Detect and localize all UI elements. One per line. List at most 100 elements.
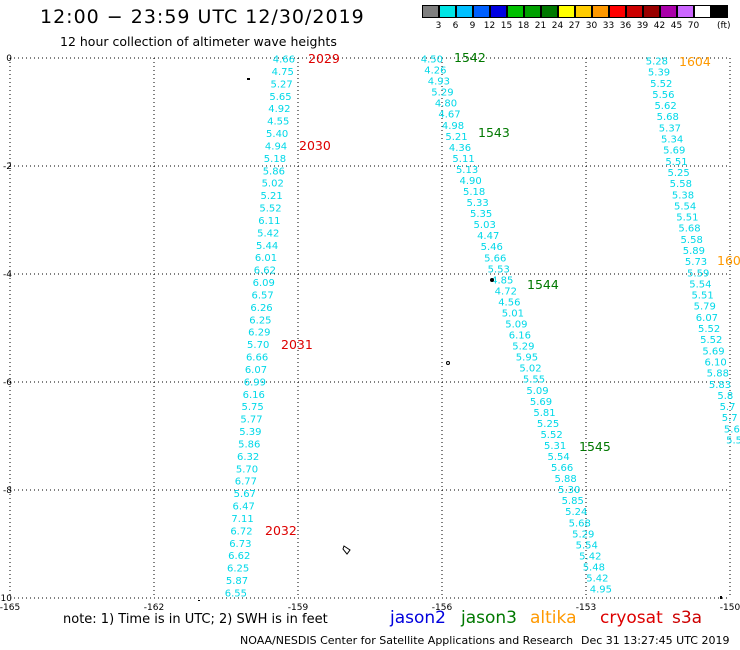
wave-height-value: 4.80	[435, 99, 457, 110]
wave-height-value: 5.09	[505, 320, 527, 331]
generated-timestamp: Dec 31 13:27:45 UTC 2019	[581, 634, 730, 647]
wave-height-value: 4.94	[265, 141, 287, 152]
color-swatch	[609, 5, 626, 18]
wave-height-value: 5.86	[263, 166, 285, 177]
map-subtitle: 12 hour collection of altimeter wave hei…	[60, 34, 337, 49]
wave-height-value: 4.92	[268, 104, 290, 115]
wave-height-value: 5.03	[474, 220, 496, 231]
color-scale-bar	[422, 5, 728, 18]
color-swatch	[524, 5, 541, 18]
wave-height-value: 4.50	[421, 55, 443, 66]
wave-height-value: 5.58	[681, 235, 703, 246]
wave-height-value: 5.13	[456, 165, 478, 176]
wave-height-value: 5.18	[463, 187, 485, 198]
wave-height-value: 6.07	[696, 313, 718, 324]
wave-height-value: 5.69	[530, 397, 552, 408]
y-tick-label: 0	[6, 54, 12, 64]
wave-height-value: 5.70	[236, 464, 258, 475]
wave-height-value: 6.62	[254, 266, 276, 277]
wave-height-value: 4.93	[428, 77, 450, 88]
color-scale-labels: 3 6 9 12 15 18 21 24 27 30 33 36 39 42 45 70	[422, 21, 740, 33]
wave-height-value: 5.38	[672, 190, 694, 201]
wave-height-value: 5.55	[523, 375, 545, 386]
wave-height-value: 5.88	[707, 369, 729, 380]
wave-height-value: 4.95	[590, 585, 612, 596]
x-tick-label: -165	[0, 603, 20, 613]
wave-height-value: 5.51	[691, 291, 713, 302]
color-scale-label: 3	[435, 21, 442, 31]
wave-height-value: 5.73	[685, 257, 707, 268]
track-time-label: 160	[717, 253, 740, 268]
wave-height-value: 6.73	[229, 539, 251, 550]
wave-height-value: 6.62	[228, 551, 250, 562]
island-speck	[198, 600, 200, 601]
wave-height-value: 6.32	[237, 452, 259, 463]
wave-height-value: 6.09	[253, 278, 275, 289]
wave-height-value: 6.29	[248, 328, 270, 339]
wave-height-value: 5.51	[676, 213, 698, 224]
color-scale-label: 30	[585, 21, 598, 31]
wave-height-value: 6.11	[258, 216, 280, 227]
wave-height-value: 6.16	[509, 331, 531, 342]
legend-s3a: s3a	[672, 608, 703, 628]
x-tick-label: -153	[576, 603, 596, 613]
wave-height-value: 4.66	[273, 55, 295, 66]
wave-height-value: 6.55	[225, 589, 247, 600]
wave-height-value: 5.8	[717, 391, 733, 402]
wave-height-value: 5.68	[678, 224, 700, 235]
color-scale-label: 70	[687, 21, 700, 31]
credit-line: NOAA/NESDIS Center for Satellite Applica…	[240, 634, 574, 647]
track-time-label: 2029	[308, 51, 340, 66]
y-tick-label: -4	[3, 270, 12, 280]
wave-height-value: 5.53	[488, 264, 510, 275]
legend-altika: altika	[530, 608, 577, 628]
y-tick-label: -2	[3, 162, 12, 172]
x-tick-label: -156	[432, 603, 453, 613]
map-axis-labels: -165 -162 -159 -156 -153 -150 0 -2 -4 -6 -8 -10	[0, 54, 740, 613]
island-speck	[247, 78, 250, 80]
wave-height-value: 4.26	[424, 66, 446, 77]
wave-height-value: 5.88	[555, 474, 577, 485]
color-scale-label: 42	[653, 21, 666, 31]
wave-height-value: 5.54	[674, 201, 696, 212]
x-tick-label: -159	[288, 603, 309, 613]
wave-height-value: 5.79	[694, 302, 716, 313]
wave-height-value: 5.54	[689, 279, 711, 290]
wave-height-value: 5.18	[264, 154, 286, 165]
wave-height-value: 5.51	[665, 157, 687, 168]
wave-height-value: 4.36	[449, 143, 471, 154]
wave-height-value: 5.56	[652, 90, 674, 101]
footer-note: note: 1) Time is in UTC; 2) SWH is in fe…	[63, 612, 328, 627]
wave-height-value: 5.25	[537, 419, 559, 430]
wave-height-value: 4.72	[495, 286, 517, 297]
wave-height-value: 5.75	[241, 402, 263, 413]
wave-height-value: 5.39	[239, 427, 261, 438]
wave-height-value: 5.65	[269, 92, 291, 103]
track-time-label: 1543	[478, 125, 510, 140]
color-scale-label: 36	[619, 21, 632, 31]
y-tick-label: -10	[0, 594, 12, 604]
color-swatch	[558, 5, 575, 18]
wave-height-value: 5.66	[484, 253, 506, 264]
wave-height-value: 5.68	[657, 112, 679, 123]
wave-height-value: 5.59	[687, 268, 709, 279]
wave-height-value: 5.33	[467, 198, 489, 209]
wave-height-value: 5.40	[266, 129, 288, 140]
legend-jason3: jason3	[461, 608, 517, 628]
wave-height-value: 5.7	[722, 413, 738, 424]
track-time-label: 1542	[454, 50, 486, 65]
wave-height-value: 5.21	[260, 191, 282, 202]
wave-height-value: 6.10	[704, 357, 726, 368]
track-time-label: 2032	[265, 523, 297, 538]
wave-height-value: 6.16	[243, 390, 265, 401]
wave-height-value: 5.85	[562, 496, 584, 507]
wave-height-value: 5.54	[576, 540, 598, 551]
color-scale-label: 12	[483, 21, 496, 31]
wave-height-value: 5.02	[519, 364, 541, 375]
color-swatch	[541, 5, 558, 18]
wave-height-value: 5.37	[659, 123, 681, 134]
color-swatch	[473, 5, 490, 18]
wave-height-value: 5.62	[654, 101, 676, 112]
wave-height-value: 4.56	[498, 297, 520, 308]
